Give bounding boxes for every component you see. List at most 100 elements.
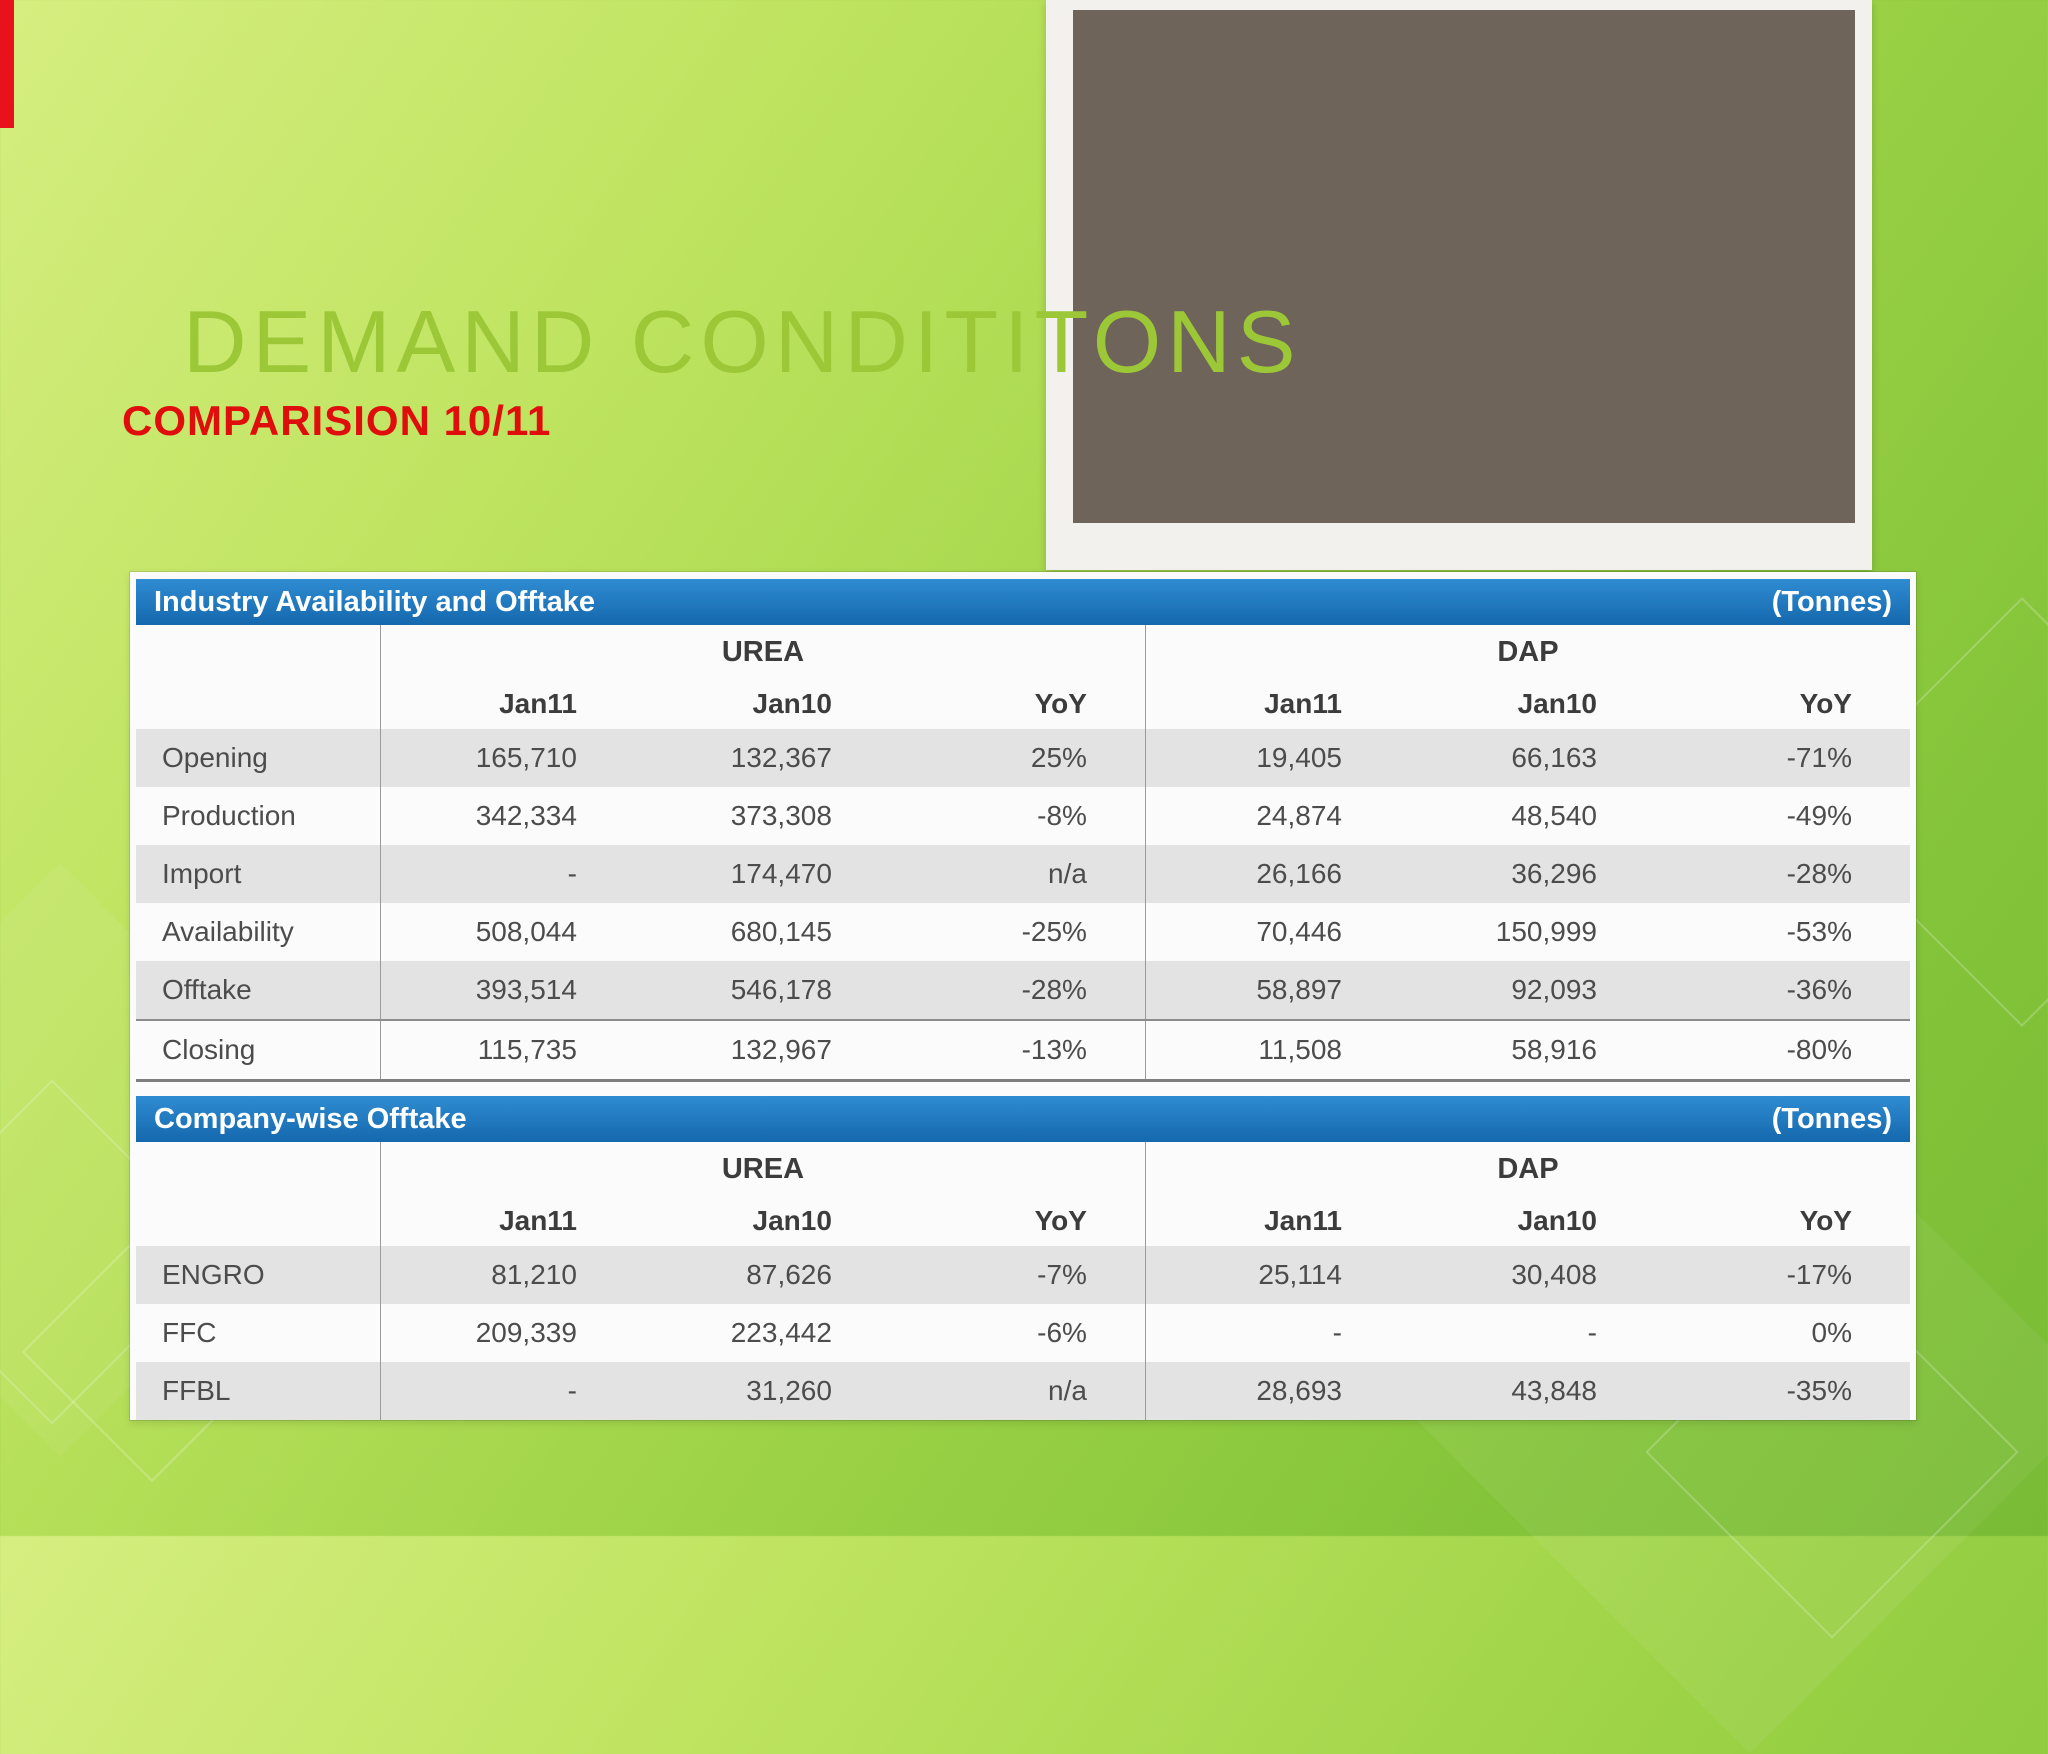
table-header-bar: Industry Availability and Offtake (Tonnes… bbox=[136, 579, 1910, 625]
table-row: Opening 165,710 132,367 25% 19,405 66,163 -71% bbox=[136, 729, 1910, 787]
group-header-urea: UREA bbox=[379, 1142, 1145, 1196]
col-header: YoY bbox=[1034, 688, 1087, 719]
col-header: Jan10 bbox=[752, 688, 832, 719]
row-label: FFC bbox=[162, 1317, 217, 1348]
data-cell: 11,508 bbox=[1144, 1021, 1400, 1079]
column-header-spacer bbox=[136, 679, 380, 729]
col-header: Jan11 bbox=[379, 1196, 635, 1246]
table-row: Availability 508,044 680,145 -25% 70,446 150,… bbox=[136, 903, 1910, 961]
table-title: Industry Availability and Offtake bbox=[154, 585, 596, 618]
data-cell: 546,178 bbox=[730, 974, 832, 1005]
data-cell: -80% bbox=[1786, 1034, 1852, 1065]
table-row: Closing 115,735 132,967 -13% 11,508 58,916 -80… bbox=[136, 1019, 1910, 1079]
data-cell: 508,044 bbox=[379, 903, 635, 961]
col-header: Jan11 bbox=[1144, 1196, 1400, 1246]
col-header: Jan10 bbox=[1517, 688, 1597, 719]
data-cell: 342,334 bbox=[379, 787, 635, 845]
data-cell: 132,967 bbox=[730, 1034, 832, 1065]
page-title: DEMAND CONDITITONS bbox=[183, 292, 1302, 391]
data-table: Company-wise Offtake (Tonnes) UREA DAP Jan11… bbox=[136, 1096, 1910, 1420]
col-header: YoY bbox=[1034, 1205, 1087, 1236]
table-row: Production 342,334 373,308 -8% 24,874 48,540 -… bbox=[136, 787, 1910, 845]
data-cell: 87,626 bbox=[746, 1259, 832, 1290]
data-cell: -8% bbox=[1037, 800, 1087, 831]
row-label: Offtake bbox=[162, 974, 252, 1005]
data-cell: -36% bbox=[1786, 974, 1852, 1005]
data-table: Industry Availability and Offtake (Tonnes… bbox=[136, 579, 1910, 1082]
photo-placeholder bbox=[1073, 10, 1855, 523]
row-label: FFBL bbox=[162, 1375, 231, 1406]
group-header-dap: DAP bbox=[1144, 1142, 1910, 1196]
data-cell: 70,446 bbox=[1144, 903, 1400, 961]
column-header-spacer bbox=[136, 1196, 380, 1246]
row-label: Availability bbox=[162, 916, 294, 947]
data-cell: 58,916 bbox=[1511, 1034, 1597, 1065]
table-row: ENGRO 81,210 87,626 -7% 25,114 30,408 -17% bbox=[136, 1246, 1910, 1304]
data-cell: n/a bbox=[1048, 1375, 1087, 1406]
column-header-row: Jan11 Jan10 YoY Jan11 Jan10 YoY bbox=[136, 1196, 1910, 1246]
data-cell: 132,367 bbox=[730, 742, 832, 773]
data-cell: 165,710 bbox=[379, 729, 635, 787]
data-cell: n/a bbox=[1048, 858, 1087, 889]
data-cell: -49% bbox=[1786, 800, 1852, 831]
data-cell: 43,848 bbox=[1511, 1375, 1597, 1406]
column-header-row: Jan11 Jan10 YoY Jan11 Jan10 YoY bbox=[136, 679, 1910, 729]
tables-card: Industry Availability and Offtake (Tonnes… bbox=[130, 572, 1916, 1420]
data-cell: - bbox=[1587, 1317, 1597, 1348]
row-label: Closing bbox=[162, 1034, 256, 1065]
table-header-bar: Company-wise Offtake (Tonnes) bbox=[136, 1096, 1910, 1142]
data-cell: 115,735 bbox=[379, 1021, 635, 1079]
data-cell: -13% bbox=[1021, 1034, 1087, 1065]
row-label: ENGRO bbox=[162, 1259, 265, 1290]
data-cell: 393,514 bbox=[379, 961, 635, 1019]
data-cell: 150,999 bbox=[1495, 916, 1597, 947]
data-cell: 48,540 bbox=[1511, 800, 1597, 831]
table-row: FFBL - 31,260 n/a 28,693 43,848 -35% bbox=[136, 1362, 1910, 1420]
data-cell: 223,442 bbox=[730, 1317, 832, 1348]
data-cell: 30,408 bbox=[1511, 1259, 1597, 1290]
data-cell: -17% bbox=[1786, 1259, 1852, 1290]
data-cell: 28,693 bbox=[1144, 1362, 1400, 1420]
group-header-urea: UREA bbox=[379, 625, 1145, 679]
col-header: YoY bbox=[1799, 1205, 1852, 1236]
row-label: Import bbox=[162, 858, 242, 889]
photo-card bbox=[1046, 0, 1872, 570]
data-cell: 92,093 bbox=[1511, 974, 1597, 1005]
data-cell: 26,166 bbox=[1144, 845, 1400, 903]
data-cell: 24,874 bbox=[1144, 787, 1400, 845]
data-cell: -53% bbox=[1786, 916, 1852, 947]
data-cell: -35% bbox=[1786, 1375, 1852, 1406]
col-header: Jan10 bbox=[752, 1205, 832, 1236]
table-row: Offtake 393,514 546,178 -28% 58,897 92,093 -36… bbox=[136, 961, 1910, 1019]
data-cell: -71% bbox=[1786, 742, 1852, 773]
data-cell: 25% bbox=[1030, 742, 1087, 773]
group-header-row: UREA DAP bbox=[136, 1142, 1910, 1196]
data-cell: -28% bbox=[1786, 858, 1852, 889]
table-title: Company-wise Offtake bbox=[154, 1102, 467, 1135]
data-cell: 66,163 bbox=[1511, 742, 1597, 773]
data-cell: -28% bbox=[1021, 974, 1087, 1005]
group-header-spacer bbox=[136, 625, 380, 679]
data-cell: 58,897 bbox=[1144, 961, 1400, 1019]
data-cell: 174,470 bbox=[730, 858, 832, 889]
data-cell: 25,114 bbox=[1144, 1246, 1400, 1304]
col-header: Jan11 bbox=[1144, 679, 1400, 729]
col-header: Jan11 bbox=[379, 679, 635, 729]
data-cell: 81,210 bbox=[379, 1246, 635, 1304]
group-header-dap: DAP bbox=[1144, 625, 1910, 679]
data-cell: - bbox=[1144, 1304, 1400, 1362]
data-cell: - bbox=[379, 845, 635, 903]
data-cell: -6% bbox=[1037, 1317, 1087, 1348]
red-accent-strip bbox=[0, 0, 14, 128]
group-header-row: UREA DAP bbox=[136, 625, 1910, 679]
col-header: YoY bbox=[1799, 688, 1852, 719]
table-unit-label: (Tonnes) bbox=[1771, 585, 1892, 618]
data-cell: 680,145 bbox=[730, 916, 832, 947]
data-cell: -7% bbox=[1037, 1259, 1087, 1290]
row-label: Production bbox=[162, 800, 296, 831]
data-cell: 373,308 bbox=[730, 800, 832, 831]
data-cell: 209,339 bbox=[379, 1304, 635, 1362]
table-row: FFC 209,339 223,442 -6% - - 0% bbox=[136, 1304, 1910, 1362]
table-row: Import - 174,470 n/a 26,166 36,296 -28% bbox=[136, 845, 1910, 903]
data-cell: 31,260 bbox=[746, 1375, 832, 1406]
